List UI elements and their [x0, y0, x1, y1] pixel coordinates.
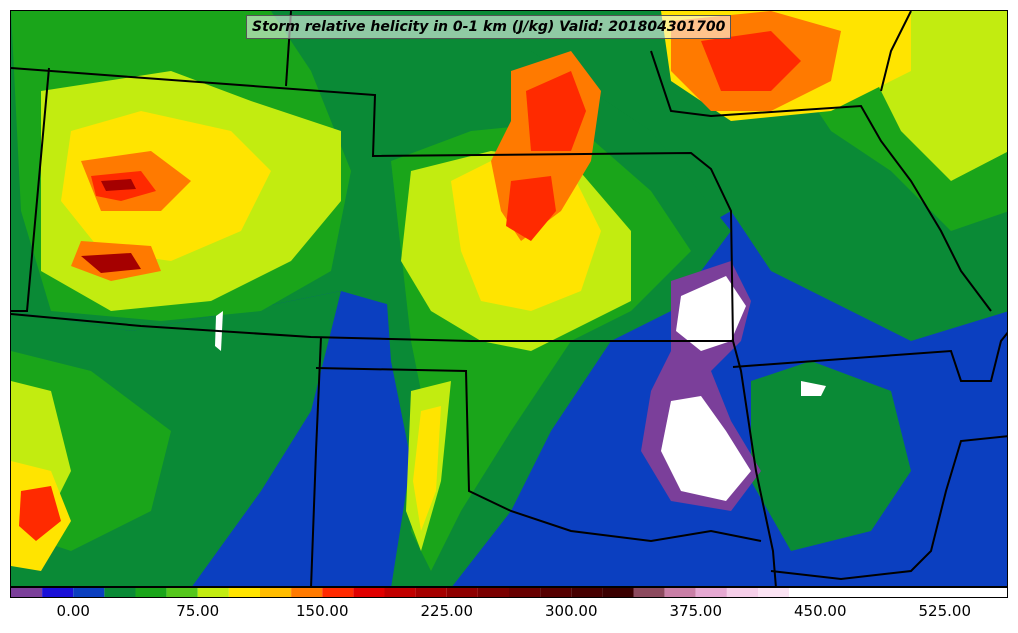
colorbar-swatch [197, 588, 229, 597]
colorbar-tick-label: 150.00 [296, 602, 349, 620]
colorbar-swatch [477, 588, 509, 597]
colorbar-swatch [73, 588, 105, 597]
colorbar-swatch [228, 588, 260, 597]
colorbar-swatch [291, 588, 323, 597]
colorbar-swatch [789, 588, 821, 597]
colorbar-tick-label: 450.00 [794, 602, 847, 620]
helicity-map [10, 10, 1008, 587]
colorbar-swatch [384, 588, 416, 597]
map-field [11, 11, 1007, 586]
colorbar-tick-label: 75.00 [176, 602, 220, 620]
colorbar-tick-label: 525.00 [918, 602, 972, 620]
colorbar-swatch [446, 588, 478, 597]
colorbar-tick-label: 300.00 [545, 602, 598, 620]
colorbar-swatch [726, 588, 758, 597]
map-title: Storm relative helicity in 0-1 km (J/kg)… [246, 15, 732, 39]
colorbar-swatch [260, 588, 292, 597]
colorbar-tick-label: 225.00 [420, 602, 474, 620]
colorbar-swatch [695, 588, 727, 597]
colorbar-swatch [353, 588, 385, 597]
colorbar [10, 587, 1008, 598]
colorbar-swatch [509, 588, 541, 597]
colorbar-swatches [11, 588, 821, 597]
colorbar-swatch [415, 588, 447, 597]
colorbar-swatch [602, 588, 634, 597]
colorbar-swatch [166, 588, 198, 597]
colorbar-swatch [540, 588, 572, 597]
colorbar-tick-label: 375.00 [669, 602, 723, 620]
colorbar-swatch [322, 588, 354, 597]
colorbar-swatch [633, 588, 665, 597]
colorbar-swatch [135, 588, 167, 597]
colorbar-tick-label: 0.00 [56, 602, 90, 620]
colorbar-swatch [104, 588, 136, 597]
colorbar-swatch [758, 588, 790, 597]
colorbar-swatch [664, 588, 696, 597]
colorbar-swatch [571, 588, 603, 597]
colorbar-swatch [11, 588, 43, 597]
colorbar-swatch [42, 588, 74, 597]
